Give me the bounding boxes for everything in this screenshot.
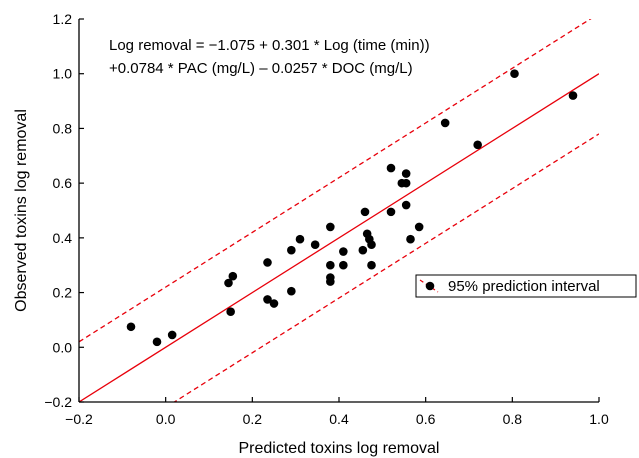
y-tick-label: 0.4 (53, 230, 73, 246)
y-tick-label: 0.2 (53, 285, 73, 301)
x-tick-label: 0.8 (503, 411, 523, 427)
data-point (568, 91, 578, 100)
y-tick-label: 0.6 (53, 175, 73, 191)
data-point (228, 271, 238, 281)
data-point (360, 207, 370, 217)
plot-lines-layer (79, 19, 599, 402)
data-point (473, 140, 482, 150)
data-point (167, 330, 177, 340)
data-point (367, 260, 376, 270)
regression-equation-line-2: +0.0784 * PAC (mg/L) – 0.0257 * DOC (mg/… (109, 60, 413, 77)
data-point (295, 234, 305, 244)
legend-box (415, 274, 637, 298)
legend: 95% prediction interval (415, 274, 637, 298)
data-point (310, 240, 320, 249)
data-point (152, 337, 162, 347)
data-point (287, 245, 296, 255)
data-point (224, 278, 233, 288)
y-tick-label: 0.0 (53, 339, 73, 355)
axes-layer: −0.2 0.0 0.2 0.4 0.6 0.8 1.0 −0.2 0.0 0.2 0.4 0.6 0.… (44, 11, 609, 427)
x-tick-label: −0.2 (65, 411, 93, 427)
data-point (358, 245, 368, 255)
prediction-interval-lower-line (173, 133, 599, 402)
y-tick-label: 1.0 (53, 66, 73, 82)
data-point (326, 260, 335, 270)
data-point (339, 260, 348, 270)
data-point (339, 247, 348, 256)
data-point (510, 69, 519, 79)
x-tick-label: 1.0 (589, 411, 609, 427)
data-point (386, 207, 396, 217)
data-point (401, 200, 411, 210)
data-point (287, 286, 296, 296)
x-tick-label: 0.6 (416, 411, 436, 427)
data-point (226, 307, 235, 317)
x-tick-label: 0.2 (243, 411, 263, 427)
x-tick-label: 0.4 (329, 411, 349, 427)
data-point (269, 299, 279, 308)
data-point (406, 234, 415, 244)
data-point (263, 258, 272, 267)
data-point (367, 240, 376, 249)
points-layer (126, 69, 578, 347)
y-axis-title: Observed toxins log removal (13, 109, 30, 312)
y-tick-label: 0.8 (53, 120, 73, 136)
data-point (440, 118, 450, 128)
data-point (401, 169, 411, 178)
regression-equation-line-1: Log removal = −1.075 + 0.301 * Log (time… (109, 37, 430, 54)
data-point (401, 178, 411, 188)
legend-point-marker (425, 281, 435, 291)
x-axis-title: Predicted toxins log removal (239, 440, 440, 457)
x-tick-label: 0.0 (156, 411, 176, 427)
prediction-interval-upper-line (79, 19, 592, 343)
y-tick-label: 1.2 (53, 11, 73, 27)
y-tick-label: −0.2 (44, 394, 72, 410)
data-point (126, 322, 136, 332)
data-point (263, 295, 272, 304)
data-point (414, 222, 424, 232)
regression-fit-line (79, 73, 599, 402)
data-point (386, 163, 396, 173)
data-point (326, 277, 335, 286)
data-point (326, 222, 335, 232)
legend-label: 95% prediction interval (448, 278, 600, 295)
